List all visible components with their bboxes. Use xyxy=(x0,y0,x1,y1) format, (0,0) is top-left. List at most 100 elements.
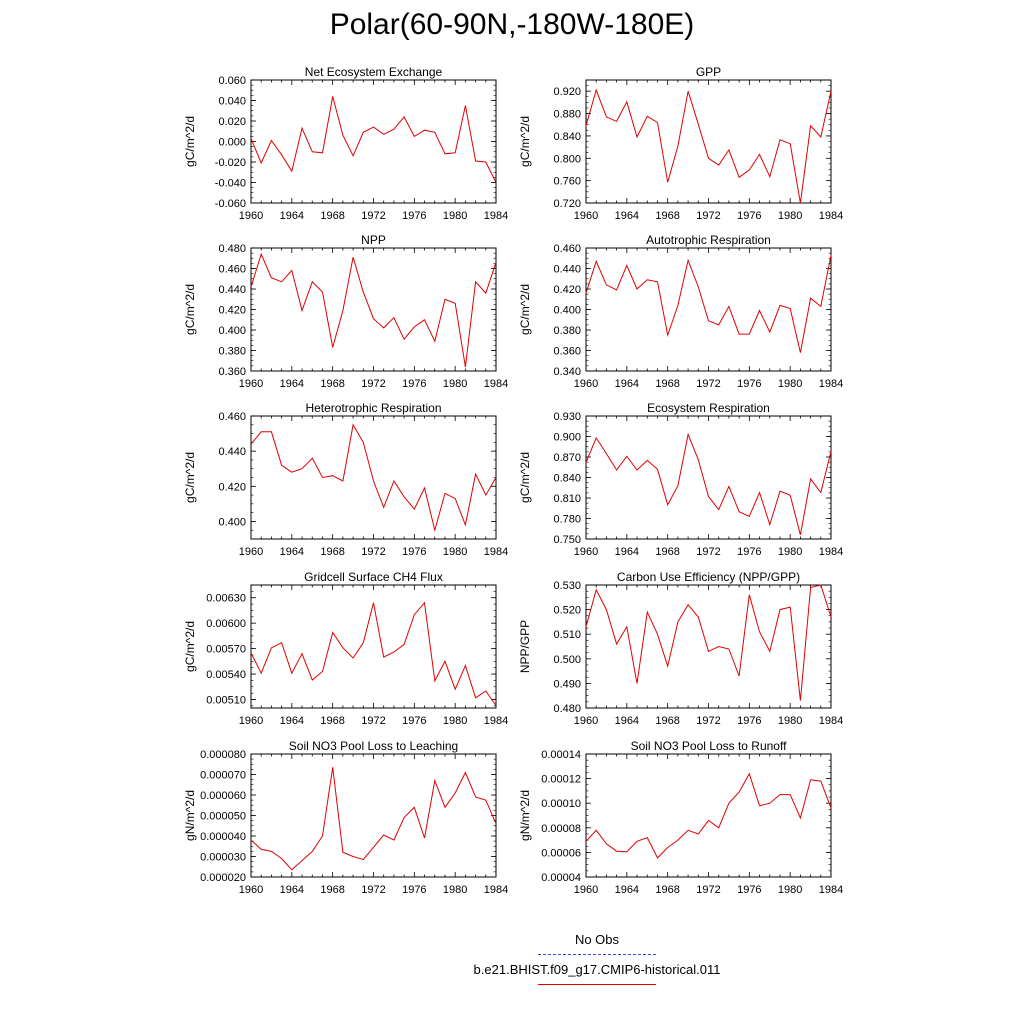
x-tick-label: 1984 xyxy=(819,546,843,558)
x-tick-label: 1968 xyxy=(655,884,679,896)
y-tick-label: 0.510 xyxy=(553,629,581,641)
x-tick-label: 1980 xyxy=(443,378,467,390)
y-axis-label: gC/m^2/d xyxy=(518,452,532,503)
x-tick-label: 1972 xyxy=(361,884,385,896)
y-tick-label: 0.000040 xyxy=(200,831,246,843)
x-tick-label: 1972 xyxy=(361,378,385,390)
series-line xyxy=(250,252,497,367)
y-tick-label: 0.420 xyxy=(218,481,246,493)
chart-title: GPP xyxy=(696,65,721,79)
plot-frame xyxy=(250,79,497,204)
x-tick-label: 1972 xyxy=(361,210,385,222)
y-tick-label: -0.040 xyxy=(215,178,246,190)
y-tick-label: 0.870 xyxy=(553,452,581,464)
y-tick-label: 0.480 xyxy=(553,703,581,715)
y-tick-label: 0.420 xyxy=(218,305,246,317)
chart-carbon-use-efficiency-npp-gpp: Carbon Use Efficiency (NPP/GPP) NPP/GPP 19… xyxy=(518,570,843,727)
chart-title: Net Ecosystem Exchange xyxy=(305,65,443,79)
chart-autotrophic-respiration: Autotrophic Respiration gC/m^2/d 1960 1964 1… xyxy=(518,233,843,390)
x-tick-label: 1960 xyxy=(239,210,263,222)
x-tick-label: 1972 xyxy=(696,715,720,727)
y-tick-label: 0.720 xyxy=(553,198,581,210)
series-line xyxy=(585,255,832,353)
chart-npp: NPP gC/m^2/d 1960 1964 1968 1972 1976 1980 1984 0… xyxy=(183,233,508,390)
x-tick-label: 1960 xyxy=(574,210,598,222)
x-tick-label: 1964 xyxy=(280,210,304,222)
y-tick-label: 0.00510 xyxy=(206,695,246,707)
x-tick-label: 1964 xyxy=(280,378,304,390)
y-tick-label: -0.020 xyxy=(215,157,246,169)
y-tick-label: 0.020 xyxy=(218,116,246,128)
x-tick-label: 1960 xyxy=(574,884,598,896)
y-tick-label: 0.840 xyxy=(553,131,581,143)
y-tick-label: 0.00006 xyxy=(541,847,581,859)
y-tick-label: 0.420 xyxy=(553,284,581,296)
series-line xyxy=(250,767,497,871)
y-tick-label: 0.00630 xyxy=(206,593,246,605)
series-line xyxy=(585,584,832,701)
x-tick-label: 1984 xyxy=(484,715,508,727)
series-line xyxy=(585,772,832,859)
y-tick-label: 0.480 xyxy=(218,243,246,255)
x-tick-label: 1964 xyxy=(280,546,304,558)
y-axis-label: gC/m^2/d xyxy=(183,116,197,167)
x-tick-label: 1980 xyxy=(778,378,802,390)
y-tick-label: 0.00600 xyxy=(206,618,246,630)
x-tick-label: 1980 xyxy=(778,884,802,896)
x-tick-label: 1960 xyxy=(574,546,598,558)
plot-frame xyxy=(250,247,497,372)
y-axis-label: gN/m^2/d xyxy=(518,790,532,841)
x-tick-label: 1964 xyxy=(615,715,639,727)
y-tick-label: 0.460 xyxy=(218,264,246,276)
x-tick-label: 1968 xyxy=(320,546,344,558)
y-axis-label: gC/m^2/d xyxy=(183,621,197,672)
y-tick-label: 0.440 xyxy=(218,284,246,296)
plot-frame xyxy=(585,415,832,540)
x-tick-label: 1984 xyxy=(484,210,508,222)
y-tick-label: 0.500 xyxy=(553,654,581,666)
y-tick-label: 0.490 xyxy=(553,678,581,690)
x-tick-label: 1972 xyxy=(696,884,720,896)
x-tick-label: 1964 xyxy=(615,210,639,222)
series-line xyxy=(250,96,497,183)
x-tick-label: 1984 xyxy=(819,210,843,222)
x-tick-label: 1984 xyxy=(484,378,508,390)
x-tick-label: 1976 xyxy=(402,546,426,558)
x-tick-label: 1964 xyxy=(615,546,639,558)
y-tick-label: 0.000020 xyxy=(200,872,246,884)
x-tick-label: 1976 xyxy=(402,210,426,222)
x-tick-label: 1984 xyxy=(484,884,508,896)
x-tick-label: 1968 xyxy=(655,546,679,558)
x-tick-label: 1968 xyxy=(320,715,344,727)
y-tick-label: 0.400 xyxy=(218,516,246,528)
y-tick-label: 0.930 xyxy=(553,411,581,423)
x-tick-label: 1976 xyxy=(402,715,426,727)
x-tick-label: 1968 xyxy=(320,210,344,222)
x-tick-label: 1980 xyxy=(443,884,467,896)
x-tick-label: 1960 xyxy=(574,378,598,390)
y-tick-label: 0.00008 xyxy=(541,823,581,835)
y-tick-label: 0.360 xyxy=(218,366,246,378)
y-tick-label: 0.530 xyxy=(553,580,581,592)
x-tick-label: 1972 xyxy=(361,546,385,558)
x-tick-label: 1964 xyxy=(615,884,639,896)
series-line xyxy=(585,432,832,536)
chart-gpp: GPP gC/m^2/d 1960 1964 1968 1972 1976 1980 1984 0… xyxy=(518,65,843,222)
y-tick-label: 0.760 xyxy=(553,176,581,188)
y-tick-label: 0.00570 xyxy=(206,644,246,656)
y-tick-label: 0.340 xyxy=(553,366,581,378)
y-tick-label: 0.440 xyxy=(553,264,581,276)
x-tick-label: 1972 xyxy=(696,378,720,390)
y-axis-label: NPP/GPP xyxy=(518,620,532,673)
chart-net-ecosystem-exchange: Net Ecosystem Exchange gC/m^2/d 1960 1964 19… xyxy=(183,65,508,222)
chart-soil-no3-pool-loss-to-runoff: Soil NO3 Pool Loss to Runoff gN/m^2/d 1960… xyxy=(518,739,843,896)
y-tick-label: 0.040 xyxy=(218,96,246,108)
y-axis-label: gC/m^2/d xyxy=(183,452,197,503)
chart-soil-no3-pool-loss-to-leaching: Soil NO3 Pool Loss to Leaching gN/m^2/d 19… xyxy=(183,739,508,896)
plot-frame xyxy=(250,415,497,540)
x-tick-label: 1968 xyxy=(655,378,679,390)
plot-frame xyxy=(585,247,832,372)
y-tick-label: 0.360 xyxy=(553,346,581,358)
x-tick-label: 1980 xyxy=(778,715,802,727)
